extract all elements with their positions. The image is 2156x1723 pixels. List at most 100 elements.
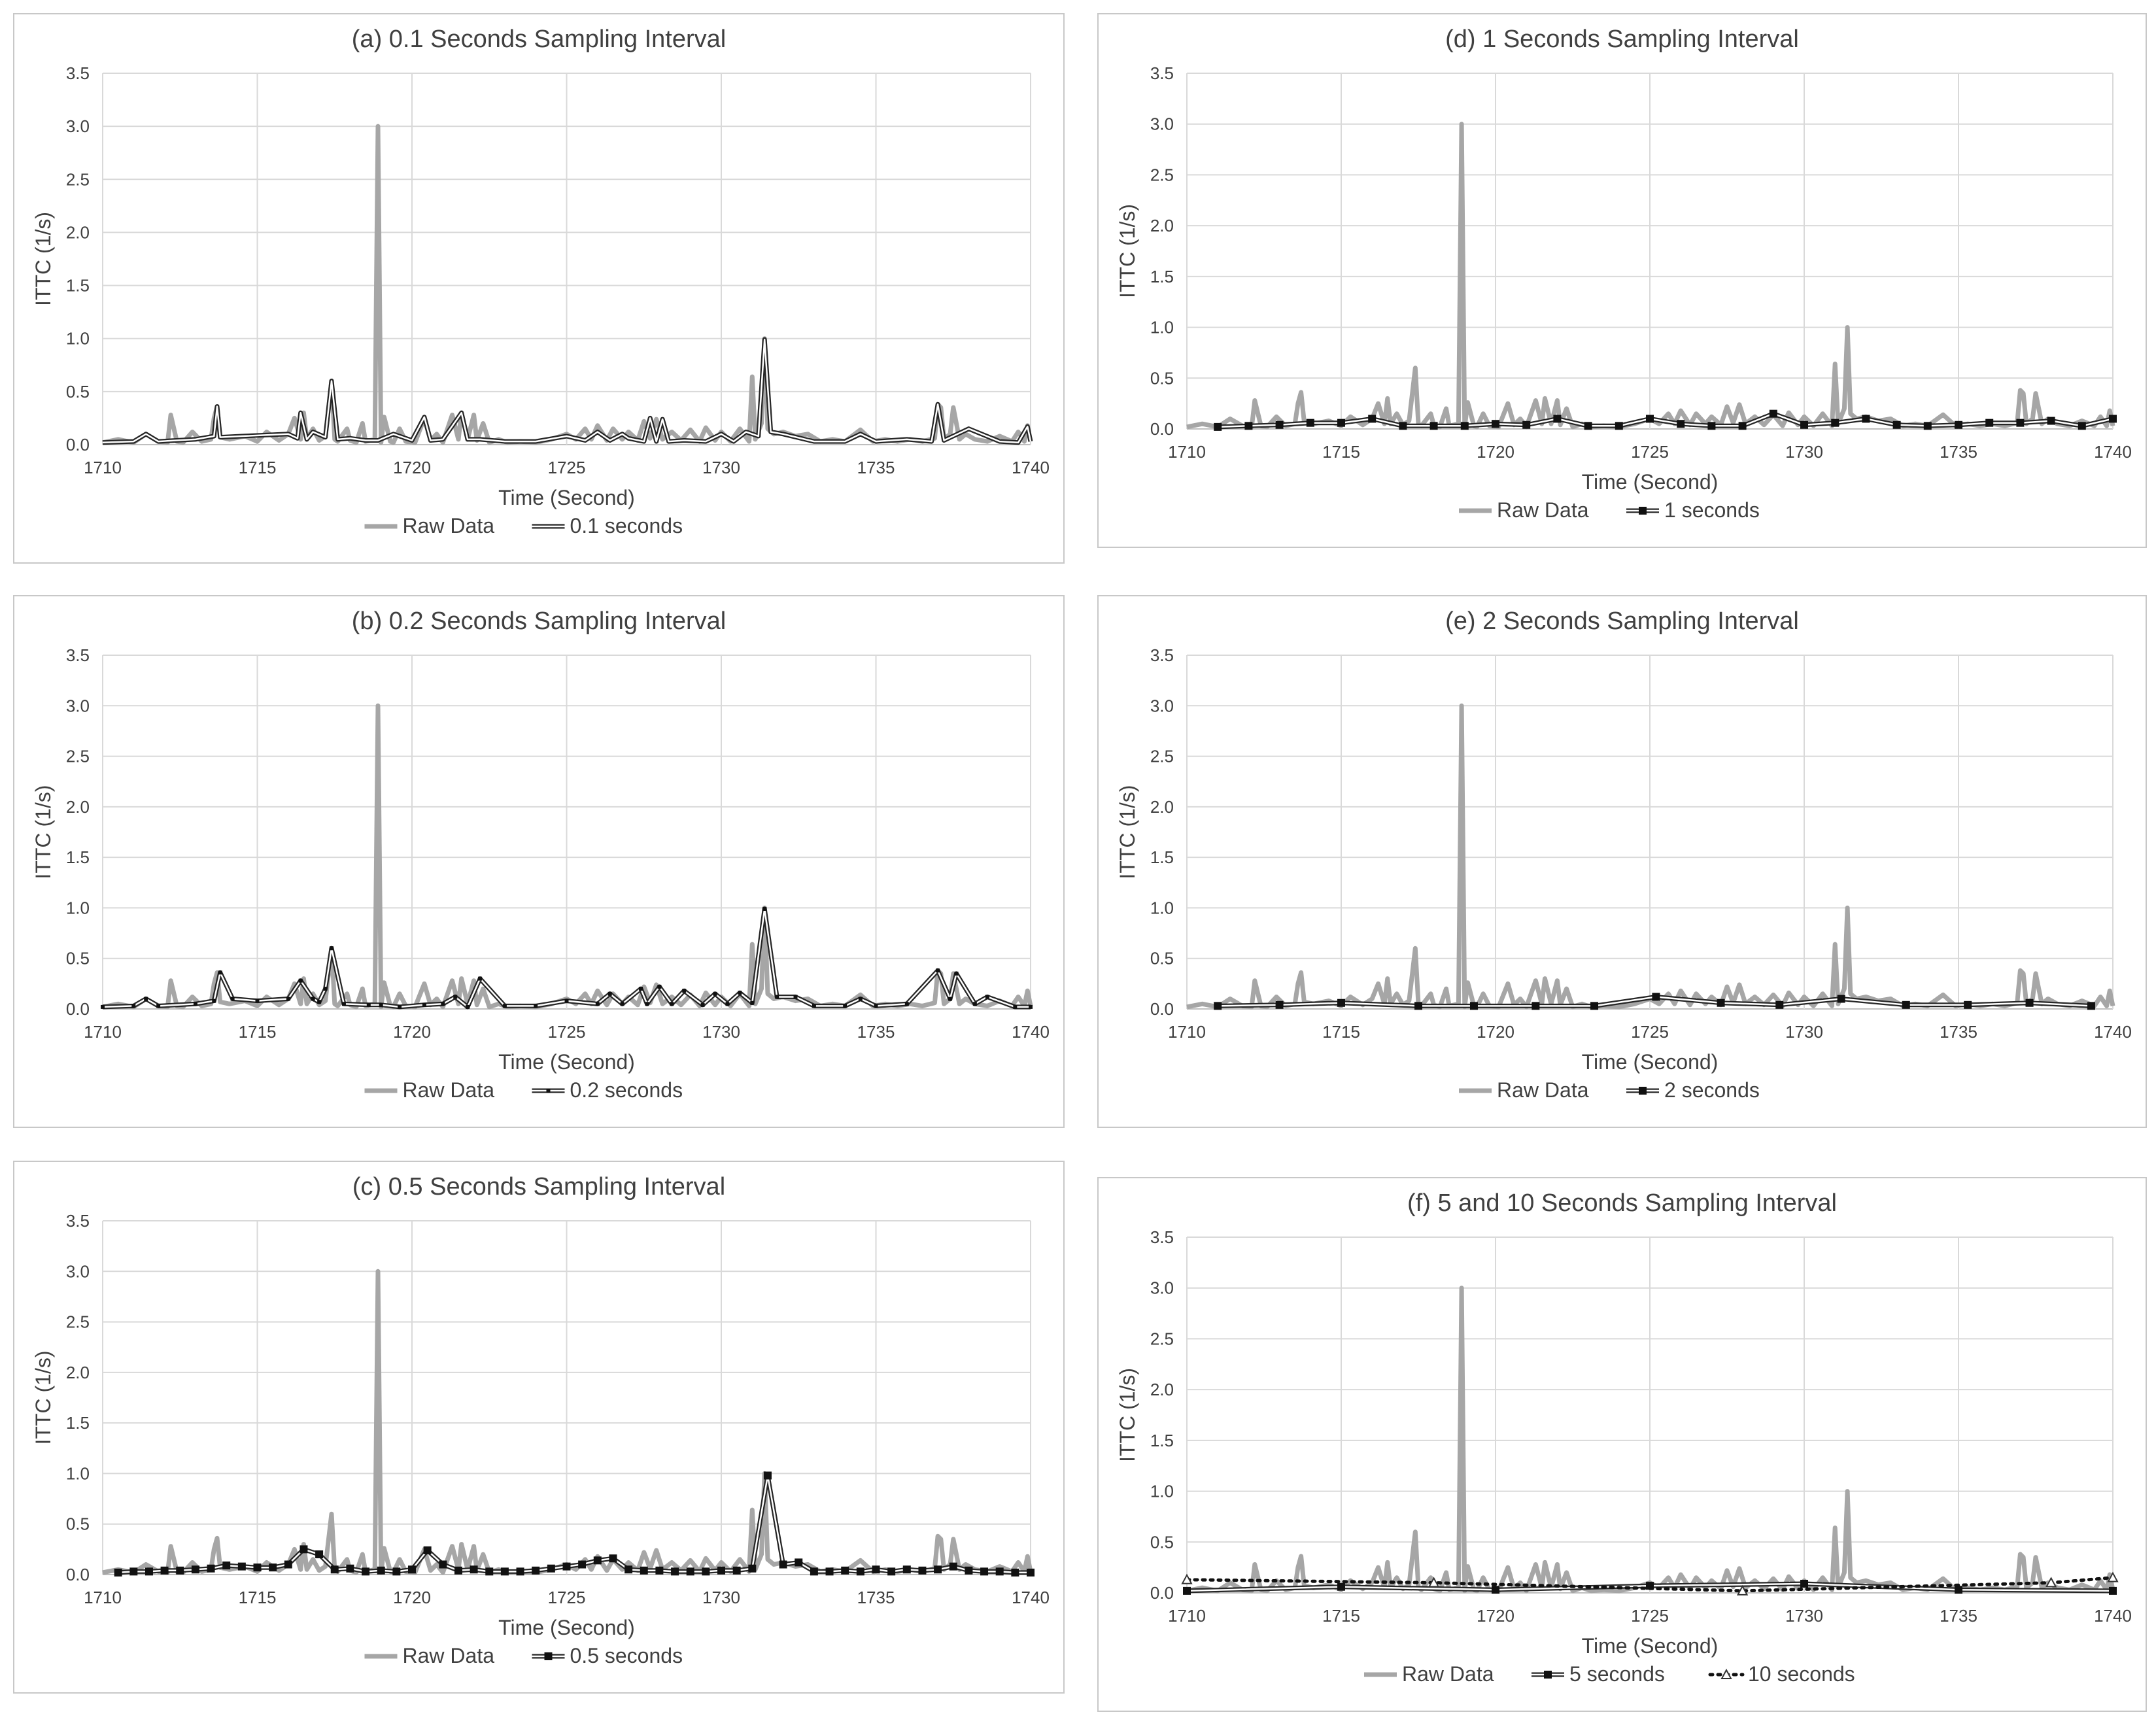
x-tick-label: 1710 xyxy=(84,458,122,477)
data-point-marker xyxy=(841,1566,849,1575)
x-tick-label: 1735 xyxy=(857,1022,895,1042)
x-tick-label: 1725 xyxy=(1631,442,1669,462)
data-point-marker xyxy=(284,1560,292,1569)
data-point-marker xyxy=(2087,1002,2095,1010)
data-point-marker xyxy=(534,1004,538,1008)
legend-item: 10 seconds xyxy=(1708,1662,1855,1686)
y-tick-label: 3.5 xyxy=(1150,1227,1174,1247)
y-tick-label: 3.0 xyxy=(1150,696,1174,715)
data-point-marker xyxy=(502,1004,507,1008)
data-point-marker xyxy=(532,1566,540,1575)
y-tick-label: 2.0 xyxy=(1150,216,1174,235)
y-tick-label: 0.5 xyxy=(1150,1532,1174,1552)
x-tick-label: 1710 xyxy=(1168,1606,1206,1626)
data-point-marker xyxy=(212,998,216,1003)
legend-label: Raw Data xyxy=(1497,498,1589,522)
data-point-marker xyxy=(255,998,260,1003)
data-point-marker xyxy=(191,1565,199,1574)
data-point-marker xyxy=(2109,1586,2117,1595)
data-point-marker xyxy=(500,1567,509,1576)
x-tick-label: 1715 xyxy=(1322,1022,1360,1042)
data-point-marker xyxy=(655,1566,664,1575)
data-point-marker xyxy=(1214,1002,1222,1010)
data-point-marker xyxy=(1275,420,1284,429)
y-tick-label: 1.0 xyxy=(66,1463,90,1483)
data-point-marker xyxy=(1337,1582,1345,1591)
data-point-marker xyxy=(1862,415,1870,423)
x-tick-label: 1725 xyxy=(548,1022,586,1042)
data-point-marker xyxy=(470,1565,478,1574)
legend-label: 5 seconds xyxy=(1569,1662,1665,1686)
legend-label: Raw Data xyxy=(403,1078,495,1102)
legend-item: 0.2 seconds xyxy=(532,1078,683,1102)
data-point-marker xyxy=(702,1567,710,1576)
y-tick-label: 2.5 xyxy=(1150,747,1174,766)
data-point-marker xyxy=(366,1002,371,1007)
y-tick-label: 0.5 xyxy=(1150,949,1174,968)
data-point-marker xyxy=(1492,420,1499,428)
data-point-marker xyxy=(1677,420,1685,428)
data-point-marker xyxy=(748,1564,757,1573)
x-tick-label: 1715 xyxy=(239,458,277,477)
data-point-marker xyxy=(980,1567,989,1576)
data-point-marker xyxy=(145,1567,153,1576)
data-point-marker xyxy=(564,998,569,1003)
y-tick-label: 1.5 xyxy=(66,847,90,867)
data-point-marker xyxy=(1955,420,1962,429)
data-point-marker xyxy=(625,1565,633,1574)
x-tick-label: 1740 xyxy=(1012,1588,1050,1607)
chart-title: (e) 2 Seconds Sampling Interval xyxy=(1445,607,1799,635)
y-tick-label: 1.5 xyxy=(1150,267,1174,286)
data-point-marker xyxy=(330,1565,339,1574)
data-point-marker xyxy=(346,1564,354,1573)
x-tick-label: 1720 xyxy=(393,1588,431,1607)
data-point-marker xyxy=(392,1567,401,1576)
data-point-marker xyxy=(1717,998,1725,1007)
x-tick-label: 1730 xyxy=(702,1022,740,1042)
legend-item: Raw Data xyxy=(1459,498,1589,522)
data-point-marker xyxy=(738,991,742,995)
legend-label: Raw Data xyxy=(403,1644,495,1667)
data-point-marker xyxy=(1615,422,1623,430)
data-point-marker xyxy=(793,995,798,999)
data-point-marker xyxy=(717,1566,725,1575)
data-point-marker xyxy=(408,1565,416,1574)
data-point-marker xyxy=(904,1002,909,1006)
data-point-marker xyxy=(682,989,687,993)
chart-title: (d) 1 Seconds Sampling Interval xyxy=(1445,26,1799,53)
legend-label: 2 seconds xyxy=(1664,1078,1760,1102)
data-point-marker xyxy=(1011,1568,1019,1577)
data-point-marker xyxy=(218,970,222,975)
x-tick-label: 1735 xyxy=(1940,1022,1977,1042)
data-point-marker xyxy=(1736,1584,1749,1595)
y-tick-label: 0.5 xyxy=(1150,368,1174,388)
data-point-marker xyxy=(578,1560,587,1569)
data-point-marker xyxy=(237,1562,246,1571)
data-point-marker xyxy=(825,1567,834,1576)
chart-c: (c) 0.5 Seconds Sampling Interval 0.0 0.5 1… xyxy=(31,1173,1050,1667)
chart-a: (a) 0.1 Seconds Sampling Interval 0.0 0.5 1… xyxy=(31,26,1050,537)
data-point-marker xyxy=(131,1004,136,1008)
data-point-marker xyxy=(230,997,235,1001)
y-tick-label: 0.5 xyxy=(66,949,90,968)
data-point-marker xyxy=(466,1004,470,1009)
data-point-marker xyxy=(972,1002,977,1006)
data-point-marker xyxy=(1769,409,1777,418)
legend-item: Raw Data xyxy=(364,1078,495,1102)
data-point-marker xyxy=(948,997,953,1001)
x-tick-label: 1720 xyxy=(393,458,431,477)
data-point-marker xyxy=(858,997,863,1001)
data-point-marker xyxy=(874,1004,878,1008)
y-tick-label: 0.0 xyxy=(66,435,90,454)
data-point-marker xyxy=(763,1471,772,1480)
data-point-marker xyxy=(269,1563,277,1572)
x-tick-label: 1735 xyxy=(1940,442,1977,462)
x-tick-label: 1720 xyxy=(393,1022,431,1042)
legend-item: Raw Data xyxy=(1459,1078,1589,1102)
x-tick-label: 1720 xyxy=(1477,1022,1514,1042)
y-tick-label: 1.0 xyxy=(1150,898,1174,917)
data-point-marker xyxy=(1244,422,1253,430)
y-tick-label: 1.5 xyxy=(1150,847,1174,867)
data-point-marker xyxy=(657,984,662,989)
data-point-marker xyxy=(2047,417,2055,425)
